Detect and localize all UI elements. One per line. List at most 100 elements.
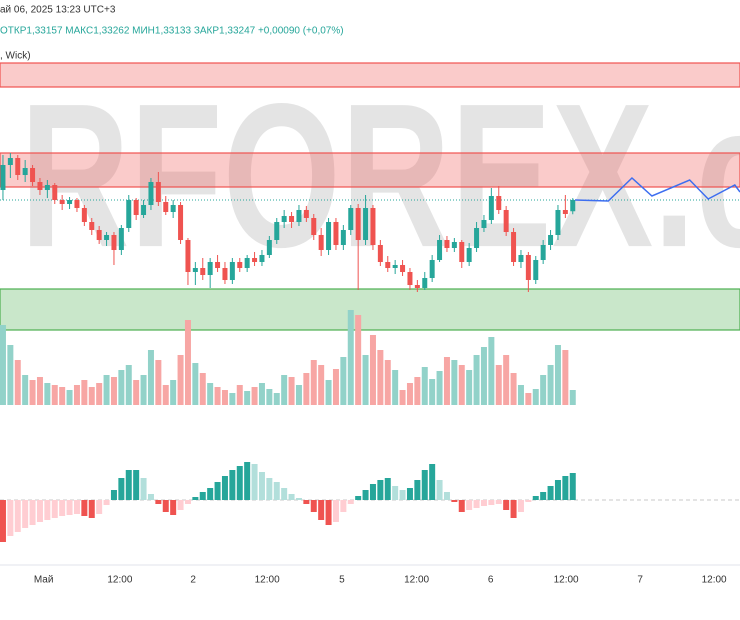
candle-body bbox=[318, 235, 324, 250]
volume-bar bbox=[525, 393, 532, 405]
candle-body bbox=[244, 258, 250, 268]
volume-bar bbox=[118, 370, 125, 405]
histogram-bar bbox=[140, 478, 147, 500]
volume-bar bbox=[318, 365, 325, 405]
volume-bar bbox=[355, 315, 362, 405]
candle-body bbox=[67, 200, 73, 204]
volume-bar bbox=[340, 357, 347, 405]
histogram-bar bbox=[110, 490, 117, 500]
volume-bar bbox=[562, 350, 569, 405]
x-tick-label: 12:00 bbox=[702, 575, 727, 586]
plot: Май 12:00 2 12:00 5 12:00 6 12:00 7 12:00 bbox=[0, 62, 740, 586]
candle-body bbox=[185, 240, 191, 272]
x-tick-label: 2 bbox=[190, 575, 196, 586]
histogram-bar bbox=[51, 500, 58, 518]
volume-bar bbox=[229, 393, 236, 405]
histogram-bar bbox=[96, 500, 103, 514]
histogram-bar bbox=[59, 500, 66, 516]
candle-body bbox=[429, 260, 435, 278]
candle-body bbox=[407, 272, 413, 285]
histogram-bar bbox=[480, 500, 487, 506]
volume-bar bbox=[332, 369, 339, 405]
histogram-bar bbox=[147, 494, 154, 500]
volume-bar bbox=[414, 377, 421, 405]
volume-bar bbox=[177, 355, 184, 405]
histogram-bar bbox=[377, 480, 384, 500]
histogram-bar bbox=[310, 500, 317, 512]
candle-body bbox=[481, 220, 487, 228]
candle-body bbox=[81, 208, 87, 222]
histogram-bar bbox=[303, 500, 310, 504]
volume-bar bbox=[192, 363, 199, 405]
volume-bar bbox=[466, 370, 473, 405]
x-tick-label: 5 bbox=[339, 575, 345, 586]
volume-bar bbox=[510, 373, 517, 405]
candle-body bbox=[207, 262, 213, 275]
histogram-bar bbox=[251, 464, 258, 500]
candle-body bbox=[111, 235, 117, 250]
histogram-bar bbox=[244, 462, 251, 500]
histogram-bar bbox=[503, 500, 510, 510]
candle-body bbox=[333, 222, 339, 245]
histogram-bar bbox=[236, 466, 243, 500]
candle-body bbox=[274, 222, 280, 240]
histogram-bar bbox=[340, 500, 347, 512]
candle-body bbox=[192, 268, 198, 272]
histogram-bar bbox=[66, 500, 73, 515]
candle-body bbox=[548, 235, 554, 245]
candle-body bbox=[414, 285, 420, 288]
candle-body bbox=[511, 232, 517, 262]
x-tick-label: 6 bbox=[488, 575, 494, 586]
volume-bar bbox=[66, 390, 73, 405]
candle-body bbox=[289, 216, 295, 222]
candle-body bbox=[126, 200, 132, 228]
candle-body bbox=[237, 262, 243, 268]
histogram-bar bbox=[369, 484, 376, 500]
candle-body bbox=[222, 268, 228, 280]
histogram-bar bbox=[569, 473, 576, 500]
histogram-bar bbox=[14, 500, 21, 532]
histogram-bar bbox=[347, 500, 354, 504]
volume-bar bbox=[170, 380, 177, 405]
volume-bar bbox=[14, 360, 21, 405]
histogram-bar bbox=[436, 480, 443, 500]
histogram-bar bbox=[288, 494, 295, 500]
histogram-bar bbox=[525, 500, 532, 502]
histogram-bar bbox=[554, 480, 561, 500]
volume-bar bbox=[162, 385, 169, 405]
candle-body bbox=[52, 185, 58, 200]
candle-body bbox=[377, 245, 383, 262]
volume-bar bbox=[29, 380, 36, 405]
volume-bar bbox=[362, 355, 369, 405]
volume-bar bbox=[244, 391, 251, 405]
histogram-bar bbox=[488, 500, 495, 505]
volume-bar bbox=[88, 387, 95, 405]
candle-body bbox=[296, 210, 302, 222]
histogram-bar bbox=[451, 500, 458, 502]
candle-body bbox=[15, 158, 21, 175]
candle-body bbox=[451, 242, 457, 248]
candle-body bbox=[170, 205, 176, 212]
volume-bar bbox=[103, 375, 110, 405]
histogram-bar bbox=[29, 500, 36, 525]
candle-body bbox=[148, 182, 154, 205]
volume-bar bbox=[384, 360, 391, 405]
candle-body bbox=[466, 248, 472, 262]
volume-bar bbox=[399, 390, 406, 405]
candle-body bbox=[562, 210, 568, 214]
candle-body bbox=[22, 168, 28, 175]
histogram-bar bbox=[44, 500, 51, 520]
candle-body bbox=[370, 208, 376, 245]
volume-bar bbox=[22, 375, 29, 405]
volume-bar bbox=[236, 385, 243, 405]
candle-body bbox=[437, 240, 443, 260]
x-tick-label: 12:00 bbox=[404, 575, 429, 586]
histogram-bar bbox=[325, 500, 332, 525]
candle-body bbox=[474, 228, 480, 248]
candle-body bbox=[400, 265, 406, 272]
histogram-bar bbox=[177, 500, 184, 510]
histogram-bar bbox=[406, 488, 413, 500]
volume-bar bbox=[73, 385, 80, 405]
histogram-bar bbox=[473, 500, 480, 508]
